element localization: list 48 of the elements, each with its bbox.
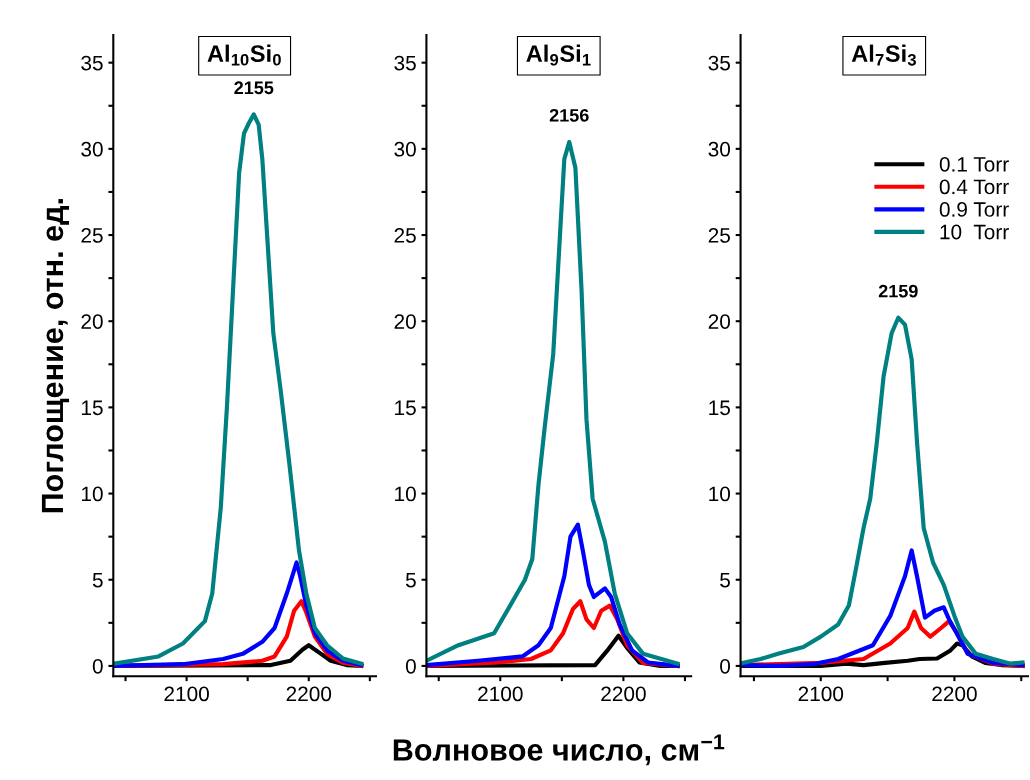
y-tick-label: 10 xyxy=(709,486,731,502)
y-tick-label: 15 xyxy=(709,400,730,416)
y-tick-label: 35 xyxy=(708,55,730,71)
annotation: 2159 xyxy=(878,284,918,298)
y-tick-label: 0 xyxy=(720,658,731,674)
y-tick-label: 20 xyxy=(708,314,731,329)
legend-label: 0.4 Torr xyxy=(939,179,1009,195)
line-series xyxy=(426,522,680,669)
annotation: 2156 xyxy=(549,108,589,122)
y-tick-label: 0 xyxy=(405,658,416,674)
annotation: 2155 xyxy=(234,81,274,95)
x-tick-label: 2100 xyxy=(164,686,209,702)
y-tick-label: 5 xyxy=(405,572,416,588)
x-tick-label: 2200 xyxy=(932,686,977,702)
y-tick-label: 25 xyxy=(81,228,103,243)
x-tick-label: 2200 xyxy=(601,686,646,702)
x-axis-title: Волновое число, см$^{−1}$ xyxy=(393,734,725,766)
y-tick-label: 5 xyxy=(92,572,103,588)
x-tick-label: 2100 xyxy=(478,686,523,702)
y-tick-label: 25 xyxy=(394,228,416,243)
x-tick-label: 2200 xyxy=(286,686,332,702)
y-tick-label: 30 xyxy=(394,141,416,157)
line-series xyxy=(741,315,1025,666)
chart-title: Al$_{7}$Si$_{3}$ xyxy=(851,44,916,66)
y-tick-label: 10 xyxy=(82,486,103,502)
y-tick-label: 20 xyxy=(394,314,416,329)
y-tick-label: 20 xyxy=(81,314,103,329)
y-tick-label: 15 xyxy=(82,400,103,416)
y-tick-label: 35 xyxy=(394,55,416,71)
y-tick-label: 25 xyxy=(708,228,730,243)
line-series xyxy=(113,112,364,666)
chart-title: Al$_{10}$Si$_{0}$ xyxy=(207,44,281,66)
y-tick-label: 30 xyxy=(708,141,731,157)
y-axis-title: Поглощение, отн. ед. xyxy=(41,199,70,513)
legend-label: 10 Torr xyxy=(940,224,1009,240)
y-tick-label: 0 xyxy=(92,658,103,674)
y-tick-label: 5 xyxy=(720,572,730,588)
line-series xyxy=(426,139,680,666)
line-series xyxy=(741,548,1025,669)
legend-label: 0.9 Torr xyxy=(939,202,1009,217)
y-tick-label: 10 xyxy=(395,486,416,502)
chart-title: Al$_{9}$Si$_{1}$ xyxy=(526,44,591,66)
y-tick-label: 30 xyxy=(81,141,103,157)
y-tick-label: 35 xyxy=(81,55,103,71)
y-tick-label: 15 xyxy=(395,400,416,416)
line-series xyxy=(113,560,364,669)
x-tick-label: 2100 xyxy=(798,686,844,702)
legend-label: 0.1 Torr xyxy=(939,156,1009,172)
